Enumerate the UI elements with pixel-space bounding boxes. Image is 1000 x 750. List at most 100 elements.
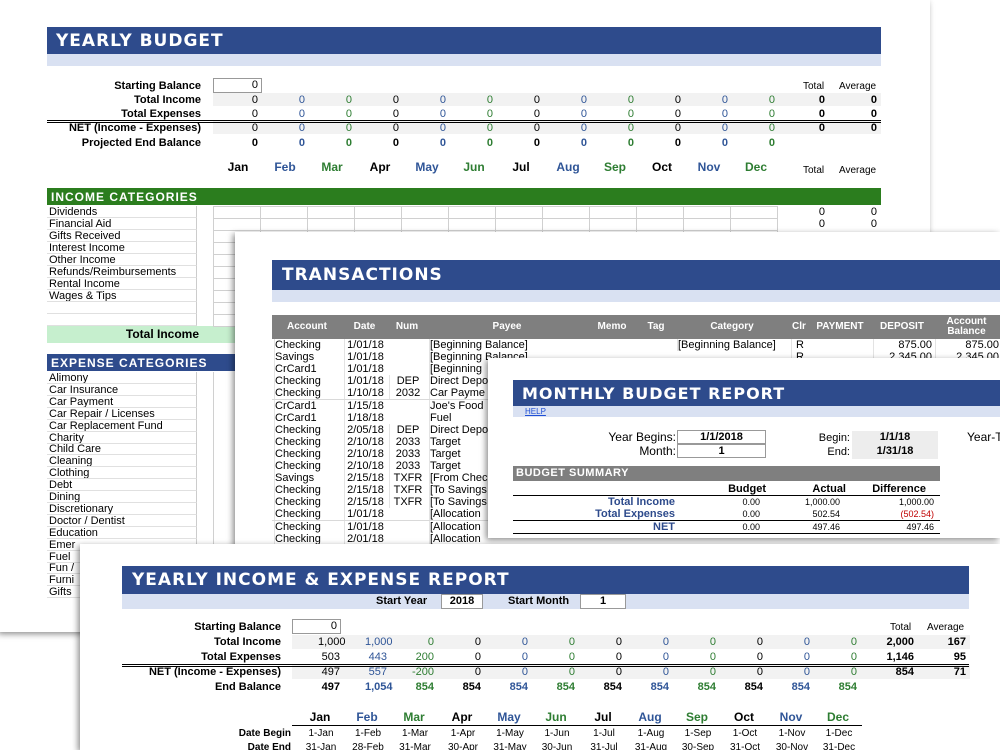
tx-header-tag[interactable]: Tag	[647, 321, 665, 332]
tx-row[interactable]: Checking 1/01/18 [Beginning Balance] [Begin…	[272, 339, 1000, 352]
mr-row-difference: 1,000.00	[898, 497, 934, 507]
ie-row-value: 854	[603, 681, 622, 693]
month-input[interactable]: 1	[677, 444, 766, 458]
ie-date-begin: 1-Aug	[637, 728, 665, 739]
tx-header-date[interactable]: Date	[353, 321, 376, 332]
income-grid-row	[213, 206, 777, 207]
transactions-title: TRANSACTIONS	[272, 260, 1000, 290]
mr-row-budget: 0.00	[742, 509, 760, 519]
mr-row-actual: 497.46	[812, 522, 840, 532]
tx-cell-payee: Target	[429, 460, 586, 472]
ie-row-value: -200	[412, 666, 435, 678]
ie-date-end: 31-Mar	[399, 742, 431, 750]
tx-header-category[interactable]: Category	[710, 321, 754, 332]
mr-net-divider-2	[513, 533, 940, 534]
start-month-value: 1	[599, 595, 607, 607]
help-link[interactable]: HELP	[525, 407, 546, 416]
tx-cell-num: 2033	[389, 447, 426, 460]
tx-cell-date: 2/01/18	[344, 532, 386, 545]
ie-row-value: 854	[744, 681, 763, 693]
ie-row-value: 854	[415, 681, 434, 693]
ie-row-value: 0	[427, 636, 434, 648]
tx-cell-account: Checking	[274, 496, 341, 509]
ie-date-begin: 1-May	[496, 728, 524, 739]
yb-row-value: 0	[345, 137, 352, 149]
ie-row-total: 854	[895, 666, 914, 678]
yb-row-value: 0	[721, 94, 728, 106]
yb-net-divider-2	[47, 122, 881, 123]
ie-date-begin: 1-Dec	[825, 728, 853, 739]
tx-cell-date: 2/05/18	[344, 423, 386, 436]
tx-header-memo[interactable]: Memo	[597, 321, 627, 332]
tx-header-account-balance[interactable]: Account Balance	[946, 316, 987, 337]
expense-item: Cleaning	[47, 455, 197, 468]
tx-cell-num: 2032	[389, 387, 426, 400]
income-categories-title: INCOME CATEGORIES	[51, 189, 198, 204]
yb-row-value: 0	[533, 108, 540, 120]
tx-cell-account: Checking	[274, 520, 341, 533]
monthly-report-title: MONTHLY BUDGET REPORT	[513, 380, 1000, 406]
ie-date-begin: 1-Jan	[308, 728, 334, 739]
yb-row-value: 0	[392, 94, 399, 106]
yb-row-value: 0	[768, 108, 775, 120]
yb-month-may: May	[415, 160, 439, 174]
tx-header-deposit[interactable]: DEPOSIT	[880, 321, 924, 332]
yb-row-value: 0	[298, 94, 305, 106]
ie-month-mar: Mar	[403, 710, 425, 724]
ie-row-label: NET (Income - Expenses)	[148, 666, 281, 678]
start-month-input[interactable]: 1	[580, 594, 626, 609]
ie-row-value: 1,000	[318, 636, 346, 648]
ie-row-value: 0	[568, 651, 575, 663]
income-item-empty	[47, 314, 197, 326]
ie-row-band	[292, 650, 970, 664]
tx-cell-payee: Target	[429, 435, 586, 448]
tx-cell-account: Checking	[274, 339, 341, 351]
income-grid-row	[213, 218, 777, 219]
mr-row-actual: 1,000.00	[804, 497, 840, 507]
ie-report-title-text: YEARLY INCOME & EXPENSE REPORT	[132, 570, 510, 590]
ie-date-begin: 1-Apr	[450, 728, 476, 739]
tx-header-payment[interactable]: PAYMENT	[816, 321, 864, 332]
yb-row-value: 0	[674, 137, 681, 149]
tx-cell-payee: [Allocation	[429, 508, 586, 521]
yb-month-sep: Sep	[603, 160, 626, 174]
tx-cell-account: Checking	[274, 423, 341, 436]
year-begins-input[interactable]: 1/1/2018	[677, 430, 766, 444]
ie-row-value: 497	[321, 681, 340, 693]
mr-row-difference: (502.54)	[900, 509, 934, 519]
ie-date-end: 28-Feb	[352, 742, 384, 750]
yb-row-average: 0	[870, 94, 877, 106]
ie-row-value: 1,000	[365, 636, 393, 648]
yb-col-total: Total	[803, 81, 825, 92]
ie-row-band	[292, 635, 970, 649]
ie-row-value: 854	[462, 681, 481, 693]
yb-row-value: 0	[439, 122, 446, 134]
tx-header-clr[interactable]: Clr	[792, 321, 806, 332]
tx-cell-account: CrCard1	[274, 399, 341, 412]
mr-col-actual: Actual	[812, 483, 846, 495]
ie-row-value: 0	[803, 636, 810, 648]
year-begins-label: Year Begins:	[608, 430, 676, 444]
starting-balance-input[interactable]: 0	[213, 78, 262, 93]
tx-header-account[interactable]: Account	[287, 321, 327, 332]
yb-row-total: 0	[818, 108, 825, 120]
yb-row-value: 0	[439, 137, 446, 149]
ie-row-average: 71	[953, 666, 966, 678]
ie-starting-balance-label: Starting Balance	[194, 621, 281, 633]
yb-month-aug: Aug	[556, 160, 580, 174]
month-value: 1	[718, 445, 725, 457]
yb-row-value: 0	[580, 122, 587, 134]
start-year-value: 2018	[449, 595, 475, 607]
start-year-input[interactable]: 2018	[441, 594, 483, 609]
income-item-total: 0	[818, 206, 825, 218]
tx-cell-payee: [Allocation	[429, 520, 586, 533]
yb-row-value: 0	[251, 137, 258, 149]
ie-row-value: 854	[650, 681, 669, 693]
tx-header-payee[interactable]: Payee	[492, 321, 522, 332]
tx-header-num[interactable]: Num	[395, 321, 419, 332]
ie-row-total: 2,000	[886, 636, 914, 648]
ie-starting-balance-input[interactable]: 0	[292, 619, 341, 634]
begin-label: Begin:	[818, 432, 850, 444]
expense-categories-header: EXPENSE CATEGORIES	[47, 354, 237, 371]
tx-cell-account: Checking	[274, 387, 341, 400]
